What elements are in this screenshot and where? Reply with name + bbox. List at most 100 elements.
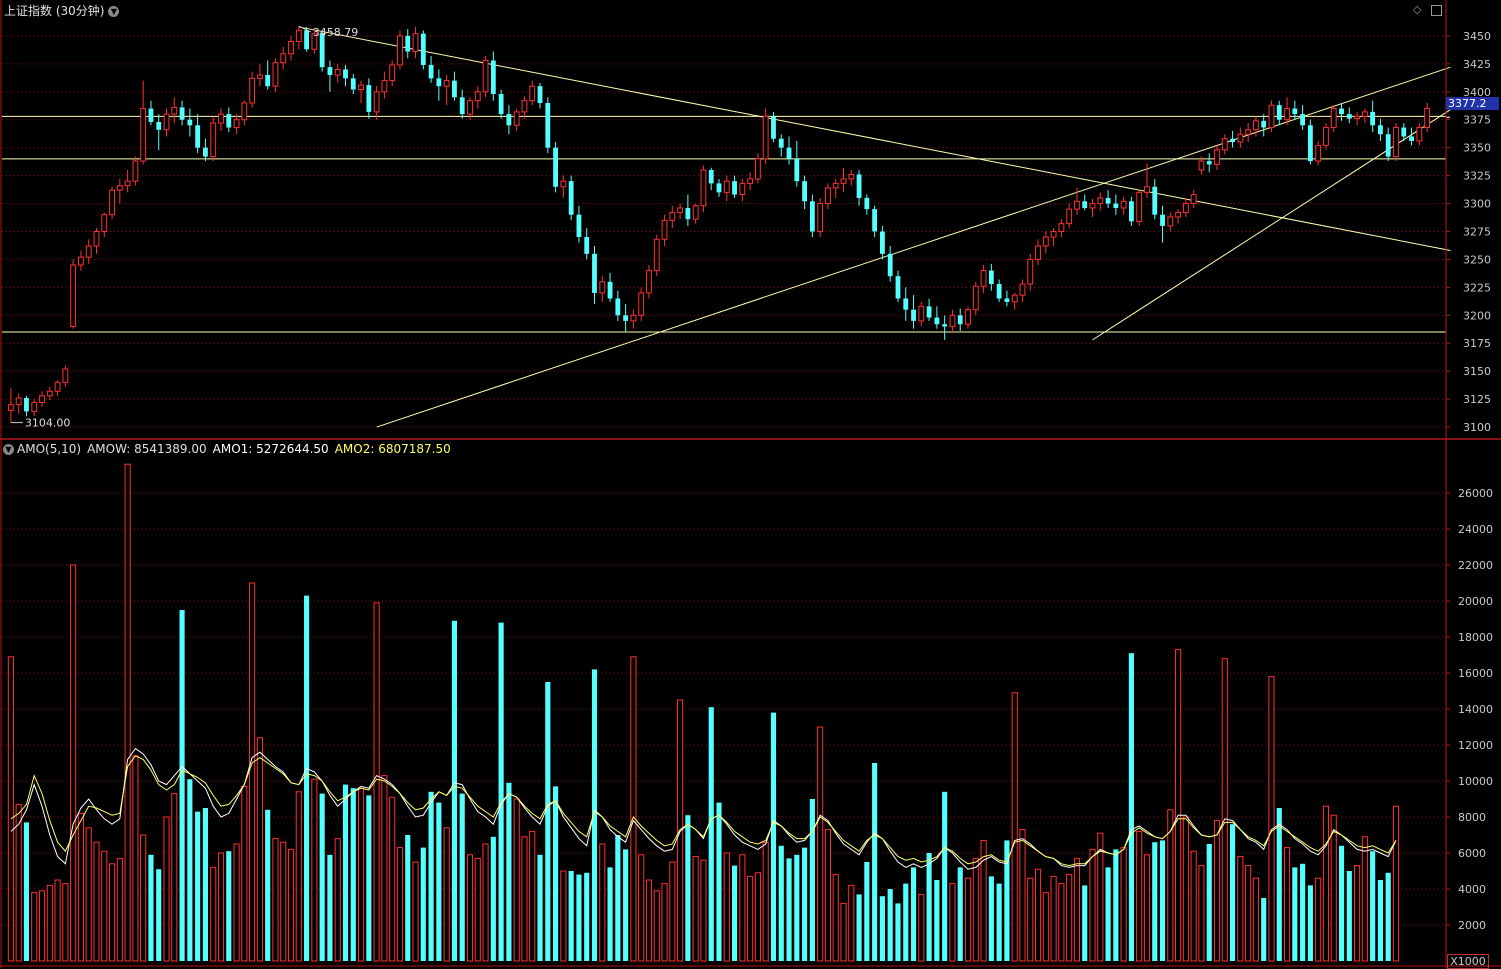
candle-body-down <box>156 121 162 130</box>
amo-legend-amo2: AMO2: 6807187.50 <box>334 442 451 456</box>
amo-bar-up <box>210 866 217 962</box>
candle-body-up <box>171 106 178 115</box>
amo-bar-down <box>553 786 559 961</box>
amo-bar-down <box>1261 898 1267 961</box>
amo-bar-down <box>1082 885 1088 961</box>
amo-bar-up <box>474 857 481 962</box>
candle-body-down <box>926 306 932 318</box>
candle-body-up <box>918 305 925 322</box>
amo-bar-down <box>319 793 325 961</box>
chart-title[interactable]: 上证指数 (30分钟) ▼ <box>4 2 120 19</box>
amo-bar-up <box>1097 832 1104 962</box>
amo-bar-up <box>7 656 14 962</box>
candle-body-down <box>226 114 232 128</box>
price-tick-label: 3325 <box>1463 170 1491 183</box>
candle-body-up <box>381 80 388 93</box>
candle-body-down <box>568 181 574 215</box>
candle-body-down <box>1113 203 1119 208</box>
candle-body-down <box>1261 120 1267 128</box>
amo-bar-up <box>1190 850 1197 962</box>
amo-tick-label: 14000 <box>1458 703 1493 716</box>
amo-bar-down <box>498 622 504 961</box>
candle-body-up <box>1089 203 1096 209</box>
candle-body-up <box>93 230 100 247</box>
amo-bar-down <box>895 903 901 961</box>
candle-body-down <box>592 253 597 293</box>
candle-body-up <box>210 122 217 158</box>
candle-body-up <box>249 77 256 104</box>
candle-body-up <box>817 203 824 232</box>
candle-body-down <box>537 86 543 103</box>
candle-body-down <box>685 208 691 220</box>
amo-bar-up <box>972 857 979 962</box>
amo-bar-down <box>685 815 691 961</box>
amo-bar-down <box>568 871 574 961</box>
amo-bar-up <box>46 884 53 962</box>
amo-legend-amow: AMOW: 8541389.00 <box>87 442 207 456</box>
amo-panel[interactable]: 2000 4000 6000 8000 10000 12000 14000 16000 1800… <box>2 463 1493 962</box>
window-restore-icon[interactable] <box>1431 5 1442 16</box>
candle-body-down <box>436 78 442 87</box>
candle-body-up <box>54 381 61 392</box>
price-panel[interactable]: 3100 3125 3150 3175 3200 3225 3250 3275 3300 3325… <box>2 25 1491 434</box>
chevron-down-icon[interactable]: ▼ <box>3 444 14 455</box>
candle-body-up <box>373 91 380 113</box>
candle-body-up <box>1214 149 1220 165</box>
amo-bar-down <box>1004 840 1010 961</box>
candle-body-up <box>31 401 38 412</box>
candle-body-up <box>1050 230 1057 238</box>
amo-bar-down <box>1105 867 1111 961</box>
amo-bar-down <box>350 788 356 961</box>
amo-bar-down <box>1206 844 1212 961</box>
amo-bar-up <box>272 838 279 962</box>
diamond-icon[interactable]: ◇ <box>1413 3 1422 16</box>
amo-bar-up <box>217 852 225 962</box>
amo-bar-down <box>1276 808 1282 961</box>
amo-bar-up <box>754 872 761 962</box>
candle-body-up <box>46 390 53 397</box>
candle-body-up <box>116 185 123 191</box>
amo-bar-down <box>856 894 862 961</box>
amo-bar-up <box>311 778 318 962</box>
amo-bar-up <box>521 836 528 962</box>
candle-body-down <box>366 85 372 112</box>
amo-bar-up <box>1322 805 1330 962</box>
amo-bar-up <box>241 785 248 962</box>
amo-bar-up <box>1011 692 1018 962</box>
amo-bar-up <box>1237 856 1244 962</box>
candle-body-down <box>1307 125 1313 162</box>
candle-body-up <box>412 33 419 53</box>
price-tick-label: 3150 <box>1463 365 1491 378</box>
amo-bar-up <box>964 877 972 962</box>
amo-bar-up <box>1245 865 1252 962</box>
chevron-down-icon[interactable]: ▼ <box>108 6 120 17</box>
amo-bar-down <box>459 793 465 961</box>
candle-body-up <box>848 173 855 180</box>
amo-bar-up <box>840 902 847 962</box>
trendline <box>1092 109 1451 341</box>
price-tick-label: 3250 <box>1463 253 1491 266</box>
amo-bar-up <box>848 884 855 962</box>
candle-body-up <box>1066 208 1073 225</box>
candle-body-up <box>288 40 294 55</box>
candle-body-up <box>101 214 108 232</box>
amo-bar-up <box>653 890 660 962</box>
candle-body-up <box>311 33 318 50</box>
amo-bar-up <box>15 803 22 962</box>
candle-body-down <box>872 209 878 232</box>
amo-bar-up <box>692 856 699 962</box>
candle-body-down <box>420 33 426 65</box>
candle-body-down <box>887 253 893 277</box>
amo-bar-up <box>747 875 754 962</box>
amo-bar-up <box>1182 816 1189 962</box>
amo-bar-down <box>545 682 551 961</box>
amo-bar-up <box>645 879 653 962</box>
amo-tick-label: 6000 <box>1458 847 1486 860</box>
candle-body-up <box>653 238 660 272</box>
candle-body-up <box>599 281 606 294</box>
candle-body-up <box>132 160 139 182</box>
amo-bar-up <box>287 848 295 962</box>
amo-bar-down <box>265 809 271 961</box>
